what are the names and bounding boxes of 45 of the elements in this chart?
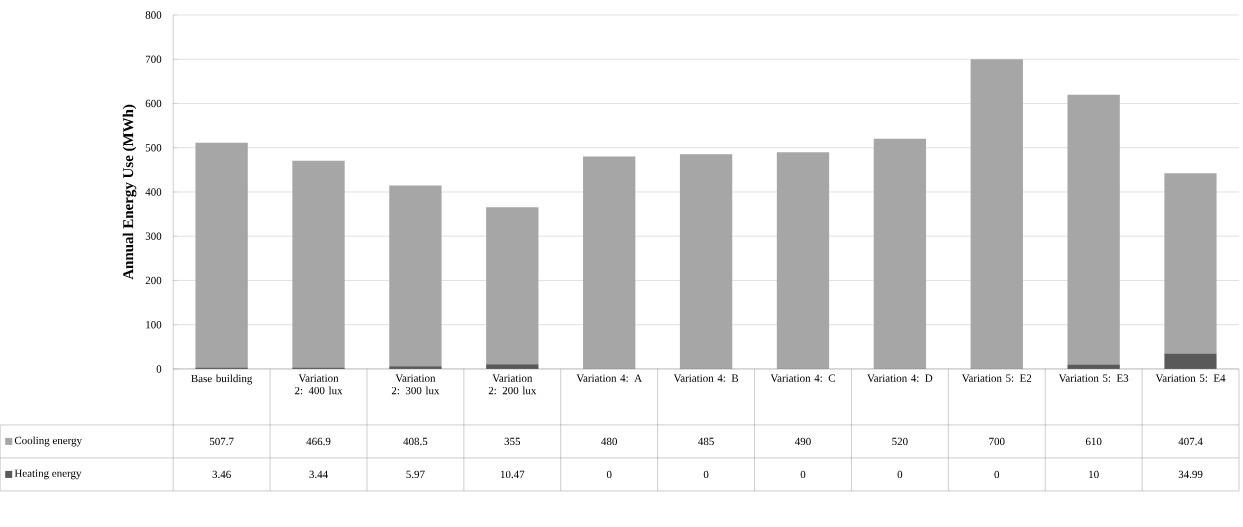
data-label: 0 <box>703 470 709 479</box>
x-tick-label: Base building <box>191 374 253 385</box>
legend-label: Heating energy <box>14 469 82 480</box>
data-label: 0 <box>606 470 612 479</box>
data-label: 0 <box>994 470 1000 479</box>
data-label: 355 <box>504 437 521 446</box>
data-label: 408.5 <box>403 437 428 446</box>
data-label: 507.7 <box>209 437 234 446</box>
data-label: 480 <box>601 437 617 446</box>
data-label: 0 <box>800 470 806 479</box>
y-tick-label: 0 <box>156 365 162 373</box>
data-label: 610 <box>1085 437 1102 446</box>
y-tick-label: 600 <box>145 99 162 108</box>
y-tick-label: 100 <box>146 321 162 329</box>
legend-label: Cooling energy <box>14 436 83 447</box>
data-label: 485 <box>698 437 714 446</box>
y-tick-label: 800 <box>145 11 162 19</box>
y-tick-label: 300 <box>145 232 162 240</box>
y-tick-label: 500 <box>145 144 162 152</box>
y-tick-label: 200 <box>145 276 162 285</box>
x-tick-label: Variation 5: E3 <box>1058 374 1129 382</box>
data-label: 700 <box>989 437 1005 446</box>
x-tick-label: Variation 4: B <box>673 374 739 382</box>
data-label: 490 <box>794 437 811 446</box>
y-tick-label: 700 <box>145 55 162 63</box>
y-tick-label: 400 <box>145 188 162 196</box>
x-tick-label: Variation 5: E4 <box>1155 374 1226 382</box>
data-label: 520 <box>892 437 908 446</box>
data-label: 466.9 <box>306 437 331 446</box>
data-label: 34.99 <box>1178 470 1203 479</box>
data-label: 407.4 <box>1178 437 1203 446</box>
x-tick-label: Variation 4: D <box>867 374 933 382</box>
x-tick-label: Variation 2: 300 lux <box>391 374 440 395</box>
x-tick-label: Variation 2: 200 lux <box>488 374 537 395</box>
y-axis-title: Annual Energy Use (MWh) <box>122 104 137 280</box>
x-tick-label: Variation 4: C <box>770 374 835 382</box>
data-label: 5.97 <box>406 470 425 479</box>
data-label: 3.44 <box>309 470 328 479</box>
data-label: 10.47 <box>500 470 525 479</box>
data-label: 3.46 <box>212 470 231 479</box>
x-tick-label: Variation 2: 400 lux <box>294 374 343 395</box>
data-label: 0 <box>897 470 903 479</box>
x-tick-label: Variation 4: A <box>576 374 642 382</box>
x-tick-label: Variation 5: E2 <box>961 374 1032 382</box>
data-label: 10 <box>1089 470 1099 479</box>
